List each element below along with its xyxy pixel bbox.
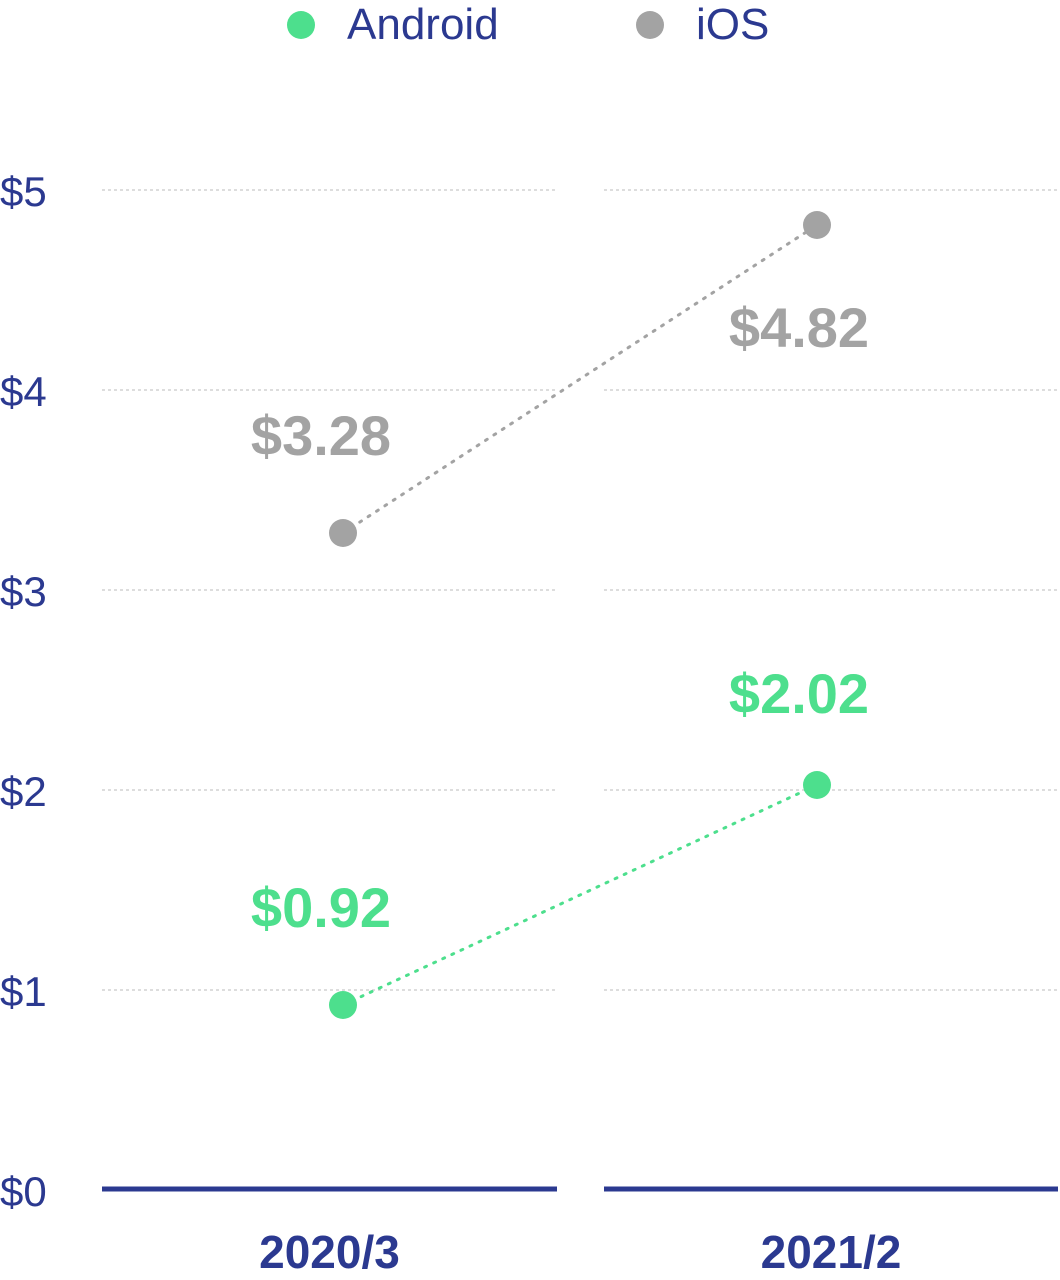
data-label: $4.82 (729, 296, 869, 359)
series: $0.92 $2.02 $3.28 $4.82 (251, 211, 869, 1019)
y-tick-label: $4 (0, 368, 47, 415)
data-point (803, 771, 831, 799)
gridlines (102, 189, 1058, 991)
legend-marker-icon (636, 11, 664, 39)
series-ios: $3.28 $4.82 (251, 211, 869, 547)
data-label: $3.28 (251, 404, 391, 467)
y-tick-label: $0 (0, 1168, 47, 1215)
series-line (341, 223, 819, 535)
series-line (341, 783, 819, 1007)
y-axis: $0 $1 $2 $3 $4 $5 (0, 168, 47, 1215)
data-point (803, 211, 831, 239)
data-point (329, 991, 357, 1019)
data-point (329, 519, 357, 547)
y-tick-label: $2 (0, 768, 47, 815)
x-axis: 2020/3 2021/2 (102, 1186, 1058, 1278)
x-tick-label: 2020/3 (259, 1226, 400, 1278)
series-android: $0.92 $2.02 (251, 662, 869, 1019)
legend-label: Android (347, 0, 499, 49)
legend-label: iOS (696, 0, 769, 49)
y-tick-label: $3 (0, 568, 47, 615)
y-tick-label: $1 (0, 968, 47, 1015)
y-tick-label: $5 (0, 168, 47, 215)
data-label: $2.02 (729, 662, 869, 725)
x-tick-label: 2021/2 (761, 1226, 902, 1278)
data-label: $0.92 (251, 876, 391, 939)
legend-marker-icon (287, 11, 315, 39)
legend: Android iOS (287, 0, 769, 49)
